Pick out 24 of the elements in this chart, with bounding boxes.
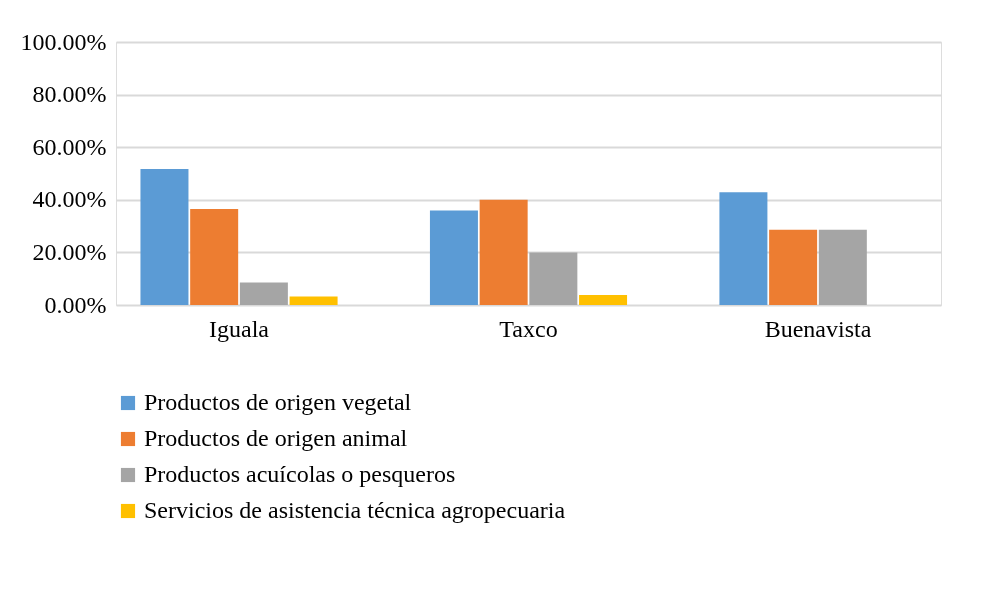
x-tick-label: Iguala <box>209 315 270 342</box>
y-tick-label: 80.00% <box>32 81 107 108</box>
y-tick-label: 20.00% <box>32 238 107 265</box>
legend-label: Productos acuícolas o pesqueros <box>144 461 456 487</box>
y-tick-label: 40.00% <box>32 186 107 213</box>
bar <box>769 229 818 305</box>
bar <box>289 296 338 305</box>
bar <box>429 210 478 305</box>
y-tick-label: 0.00% <box>44 291 107 318</box>
x-tick-label: Buenavista <box>764 315 872 342</box>
legend-label: Servicios de asistencia técnica agropecuaria <box>144 497 566 523</box>
bar <box>579 295 628 305</box>
y-tick-label: 60.00% <box>32 133 107 160</box>
bar <box>818 229 867 305</box>
bar <box>140 169 189 305</box>
legend-label: Productos de origen vegetal <box>144 389 412 415</box>
x-tick-label: Taxco <box>499 315 558 342</box>
legend-label: Productos de origen animal <box>144 425 408 451</box>
bar <box>719 192 768 305</box>
bar <box>529 252 578 305</box>
bar <box>479 199 528 305</box>
bar <box>190 209 239 305</box>
bar <box>239 282 288 305</box>
y-tick-label: 100.00% <box>20 28 107 55</box>
